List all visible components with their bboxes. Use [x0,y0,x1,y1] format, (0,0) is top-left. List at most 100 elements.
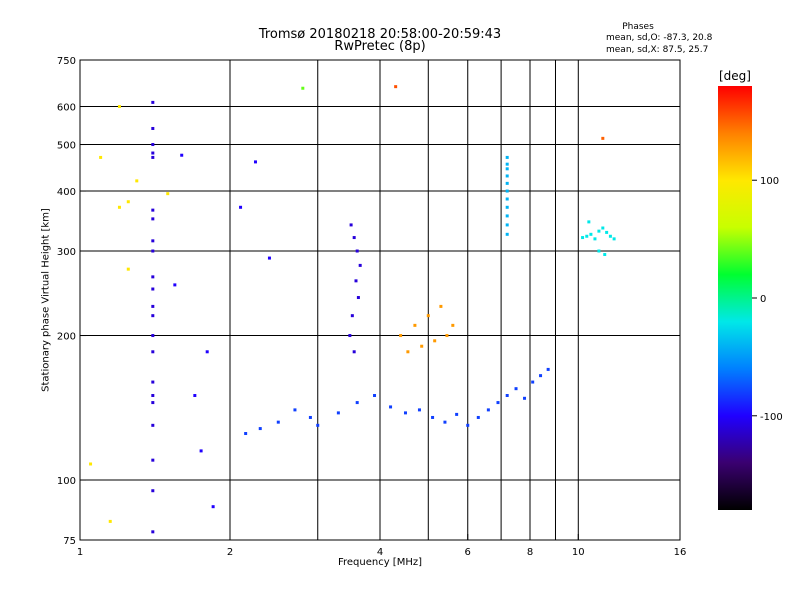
data-point [151,314,155,318]
data-point [151,143,155,147]
data-point [135,179,139,183]
x-tick-label: 1 [77,547,83,558]
data-point [389,405,393,409]
data-point [455,412,459,416]
data-point [605,230,609,234]
data-point [253,160,257,164]
data-point [151,208,155,212]
chart-title: Tromsø 20180218 20:58:00-20:59:43 [258,27,502,42]
y-tick-label: 200 [57,332,76,343]
data-point [276,420,280,424]
data-point [211,505,215,509]
phase-x-stats: mean, sd,X: 87.5, 25.7 [606,45,709,55]
data-point [308,415,312,419]
data-point [356,296,360,300]
data-point [173,283,177,287]
x-tick-label: 10 [572,547,585,558]
data-point [403,411,407,415]
data-point [399,334,403,338]
data-point [180,153,184,157]
data-point [413,323,417,327]
data-point [587,220,591,224]
colorbar [718,86,752,510]
colorbar-tick-label: -100 [760,412,783,423]
y-axis-ticks: 75 100 200 300 400 500 600 750 [57,56,86,547]
y-tick-label: 75 [63,536,76,547]
data-point [117,105,121,109]
data-point [451,323,455,327]
data-point [601,136,605,140]
data-point [476,415,480,419]
data-point [505,167,509,171]
x-tick-label: 2 [227,547,233,558]
data-point [597,229,601,233]
data-point [505,394,509,398]
data-point [431,415,435,419]
data-point [151,151,155,155]
data-point [505,155,509,159]
data-point [505,181,509,185]
data-point [151,249,155,253]
data-point [546,367,550,371]
data-point [89,462,93,466]
data-point [108,519,112,523]
data-point [505,223,509,227]
data-point [612,237,616,241]
data-point [151,350,155,354]
grid-lines [80,60,680,540]
data-point [539,374,543,378]
data-point [151,275,155,279]
data-point [514,387,518,391]
data-point [166,192,170,196]
data-point [239,205,243,209]
x-tick-label: 16 [674,547,687,558]
data-point [193,394,197,398]
x-tick-label: 4 [377,547,383,558]
data-point [301,86,305,90]
data-point [373,394,377,398]
data-point [505,232,509,236]
data-point [581,236,585,240]
chart-subtitle: RwPretec (8p) [334,39,426,54]
colorbar-unit-label: [deg] [719,69,751,83]
data-point [523,396,527,400]
data-point [505,205,509,209]
data-point [151,155,155,159]
colorbar-tick-label: 0 [760,294,766,305]
y-tick-label: 600 [57,103,76,114]
data-point [352,350,356,354]
y-tick-label: 750 [57,56,76,67]
data-point [126,267,130,271]
data-point [439,304,443,308]
data-point [350,314,354,318]
phase-o-stats: mean, sd,O: -87.3, 20.8 [606,33,713,43]
data-point [445,334,449,338]
data-point [601,226,605,230]
data-point [244,432,248,436]
data-point [417,408,421,412]
data-point [151,304,155,308]
data-point [466,423,470,427]
data-point [151,380,155,384]
data-point [394,85,398,89]
data-point [151,100,155,104]
data-point [151,394,155,398]
data-point [486,408,490,412]
data-point [151,126,155,130]
data-point [151,401,155,405]
data-point [443,420,447,424]
data-point [151,489,155,493]
data-point [426,314,430,318]
data-point [117,205,121,209]
data-point [349,223,353,227]
x-tick-label: 6 [465,547,471,558]
data-point [433,339,437,343]
phases-title: Phases [622,22,654,32]
data-point [354,279,358,283]
y-tick-label: 500 [57,141,76,152]
data-point [151,458,155,462]
colorbar-tick-label: 100 [760,176,779,187]
data-point [420,344,424,348]
data-point [608,234,612,238]
